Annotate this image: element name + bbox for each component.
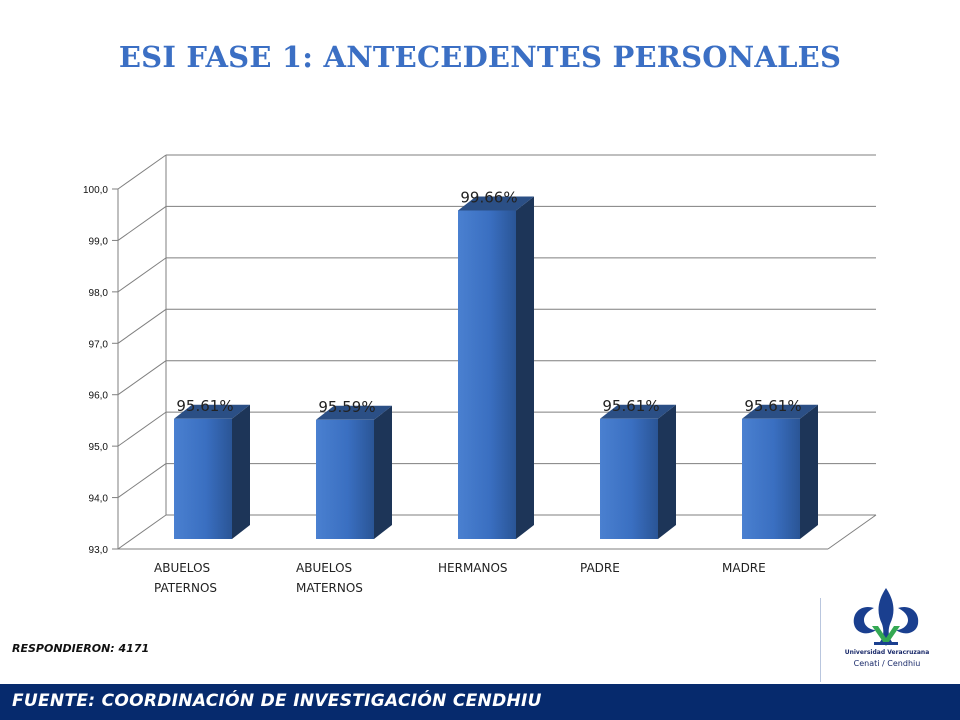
bar-top — [742, 404, 818, 419]
bar-top — [458, 196, 534, 211]
gridline-side — [117, 360, 167, 396]
x-tick-label: MADRE — [722, 561, 766, 575]
chart-title: ESI FASE 1: ANTECEDENTES PERSONALES — [118, 40, 842, 74]
gridline-side — [117, 308, 167, 344]
bar-side — [658, 404, 676, 539]
y-tick-label: 93,0 — [89, 545, 109, 556]
x-tick-label: PATERNOS — [154, 581, 217, 595]
bar-top — [316, 405, 392, 420]
footer-bar: FUENTE: COORDINACIÓN DE INVESTIGACIÓN CE… — [0, 684, 960, 720]
x-tick-label: MATERNOS — [296, 581, 363, 595]
bar — [742, 418, 800, 539]
bar — [458, 210, 516, 539]
y-tick-label: 96,0 — [89, 391, 109, 402]
logo-university-name: Universidad Veracruzana — [844, 649, 930, 656]
gridline-side — [117, 257, 167, 293]
gridline-side — [117, 514, 167, 550]
data-label: 99.66% — [460, 188, 517, 206]
data-label: 95.59% — [318, 398, 375, 416]
bar-side — [800, 404, 818, 539]
y-tick-label: 94,0 — [89, 494, 109, 505]
respondents-note: RESPONDIERON: 4171 — [12, 642, 150, 655]
data-label: 95.61% — [744, 397, 801, 415]
university-logo-icon — [853, 588, 919, 646]
logo-department-name: Cenati / Cendhiu — [853, 659, 921, 668]
gridline-side — [117, 411, 167, 447]
y-tick-label: 99,0 — [89, 236, 109, 247]
data-label: 95.61% — [176, 397, 233, 415]
gridline-side — [117, 463, 167, 498]
x-tick-label: PADRE — [580, 561, 620, 575]
y-tick-label: 95,0 — [89, 442, 109, 453]
bar-top — [600, 404, 676, 419]
bar-side — [516, 196, 534, 539]
x-tick-label: ABUELOS — [296, 561, 352, 575]
x-tick-label: HERMANOS — [438, 561, 508, 575]
floor-edge — [827, 514, 877, 550]
bar — [600, 418, 658, 539]
y-tick-label: 100,0 — [83, 185, 108, 196]
data-label: 95.61% — [602, 397, 659, 415]
footer-source: FUENTE: COORDINACIÓN DE INVESTIGACIÓN CE… — [12, 691, 542, 711]
gridline-side — [117, 206, 167, 241]
divider — [820, 598, 821, 682]
y-tick-label: 97,0 — [89, 339, 109, 350]
bar — [174, 418, 232, 539]
bar-top — [174, 404, 250, 419]
bar-side — [232, 404, 250, 539]
y-tick-label: 98,0 — [89, 288, 109, 299]
gridline-side — [117, 154, 167, 190]
bar-side — [374, 405, 392, 539]
bar — [316, 419, 374, 539]
x-tick-label: ABUELOS — [154, 561, 210, 575]
